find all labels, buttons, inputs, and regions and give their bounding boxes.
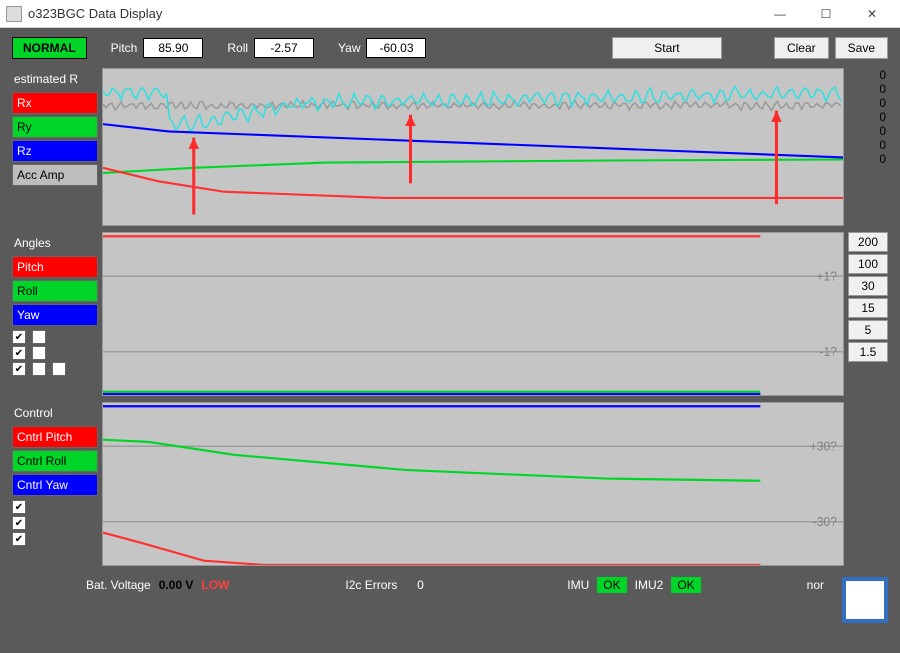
pitch-label: Pitch <box>111 41 138 55</box>
mode-badge: NORMAL <box>12 37 87 59</box>
sidebar-angles: Angles Pitch Roll Yaw ✔ ✔ ✔ <box>12 232 98 396</box>
chart-r-readout: 0 <box>848 68 888 82</box>
statusbar: Bat. Voltage 0.00 V LOW I2c Errors 0 IMU… <box>0 572 900 598</box>
checkbox[interactable]: ✔ <box>12 516 26 530</box>
sidebar-r: estimated R Rx Ry Rz Acc Amp <box>12 68 98 226</box>
svg-text:-30?: -30? <box>813 515 837 529</box>
status-tail: nor <box>807 578 824 592</box>
imu-label: IMU <box>567 578 589 592</box>
chart-r-readout: 0 <box>848 138 888 152</box>
svg-text:+1?: +1? <box>816 269 837 283</box>
scale-button[interactable]: 200 <box>848 232 888 252</box>
pitch-value[interactable]: 85.90 <box>143 38 203 58</box>
scale-button[interactable]: 5 <box>848 320 888 340</box>
scale-button[interactable]: 100 <box>848 254 888 274</box>
start-button[interactable]: Start <box>612 37 722 59</box>
checkbox[interactable] <box>32 346 46 360</box>
checkbox[interactable]: ✔ <box>12 346 26 360</box>
legend-rz[interactable]: Rz <box>12 140 98 162</box>
yaw-value[interactable]: -60.03 <box>366 38 426 58</box>
chart-r-readout: 0 <box>848 152 888 166</box>
minimize-button[interactable]: — <box>758 3 802 25</box>
imu2-label: IMU2 <box>635 578 664 592</box>
legend-cntrl-pitch[interactable]: Cntrl Pitch <box>12 426 98 448</box>
chart-r <box>102 68 844 226</box>
checkbox[interactable]: ✔ <box>12 532 26 546</box>
panel-angles-title: Angles <box>12 232 98 254</box>
chart-r-readout: 0 <box>848 82 888 96</box>
imu-status: OK <box>597 577 626 593</box>
scale-button[interactable]: 1.5 <box>848 342 888 362</box>
bat-status: LOW <box>201 578 229 592</box>
scale-button[interactable]: 30 <box>848 276 888 296</box>
sidebar-control: Control Cntrl Pitch Cntrl Roll Cntrl Yaw… <box>12 402 98 566</box>
titlebar: o323BGC Data Display — ☐ ✕ <box>0 0 900 28</box>
window-title: o323BGC Data Display <box>28 6 758 21</box>
yaw-label: Yaw <box>338 41 360 55</box>
i2c-value: 0 <box>405 578 435 592</box>
checkbox[interactable] <box>52 362 66 376</box>
legend-cntrl-yaw[interactable]: Cntrl Yaw <box>12 474 98 496</box>
i2c-label: I2c Errors <box>345 578 397 592</box>
roll-label: Roll <box>227 41 248 55</box>
chart-r-readout: 0 <box>848 96 888 110</box>
chart-angles: +1? -1? <box>102 232 844 396</box>
legend-accamp[interactable]: Acc Amp <box>12 164 98 186</box>
save-button[interactable]: Save <box>835 37 888 59</box>
qr-watermark <box>842 577 888 623</box>
panel-control-title: Control <box>12 402 98 424</box>
topbar: NORMAL Pitch 85.90 Roll -2.57 Yaw -60.03… <box>0 28 900 68</box>
chart-r-readout: 0 <box>848 110 888 124</box>
legend-pitch[interactable]: Pitch <box>12 256 98 278</box>
chart-r-readout: 0 <box>848 124 888 138</box>
bat-label: Bat. Voltage <box>86 578 151 592</box>
legend-roll[interactable]: Roll <box>12 280 98 302</box>
clear-button[interactable]: Clear <box>774 37 829 59</box>
scale-button[interactable]: 15 <box>848 298 888 318</box>
svg-text:+30?: +30? <box>810 439 837 453</box>
legend-cntrl-roll[interactable]: Cntrl Roll <box>12 450 98 472</box>
chart-r-values: 0000000 <box>848 68 888 226</box>
app-icon <box>6 6 22 22</box>
close-button[interactable]: ✕ <box>850 3 894 25</box>
checkbox[interactable] <box>32 330 46 344</box>
bat-value: 0.00 V <box>159 578 194 592</box>
panel-r-title: estimated R <box>12 68 98 90</box>
checkbox[interactable]: ✔ <box>12 500 26 514</box>
checkbox[interactable] <box>32 362 46 376</box>
imu2-status: OK <box>671 577 700 593</box>
legend-rx[interactable]: Rx <box>12 92 98 114</box>
maximize-button[interactable]: ☐ <box>804 3 848 25</box>
chart-control: +30? -30? <box>102 402 844 566</box>
scale-buttons: 200100301551.5 <box>848 232 888 396</box>
legend-yaw[interactable]: Yaw <box>12 304 98 326</box>
checkbox[interactable]: ✔ <box>12 330 26 344</box>
roll-value[interactable]: -2.57 <box>254 38 314 58</box>
checkbox[interactable]: ✔ <box>12 362 26 376</box>
svg-text:-1?: -1? <box>819 345 836 359</box>
legend-ry[interactable]: Ry <box>12 116 98 138</box>
